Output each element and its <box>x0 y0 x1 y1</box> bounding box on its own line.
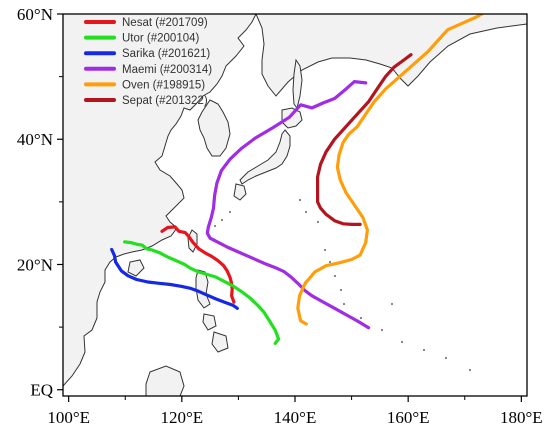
land-mindanao <box>211 331 229 353</box>
x-tick-label-0: 100°E <box>47 408 90 427</box>
track-line-3 <box>205 80 371 330</box>
legend-label-3: Maemi (#200314) <box>122 64 212 76</box>
legend-label-2: Sarika (#201621) <box>122 48 210 60</box>
x-tick-label-2: 140°E <box>274 408 317 427</box>
tracks-layer <box>110 14 486 345</box>
track-line-2 <box>110 247 239 310</box>
track-line-1 <box>123 240 281 345</box>
y-tick-label-0: EQ <box>30 381 53 400</box>
land-visayas <box>202 313 217 331</box>
legend-label-4: Oven (#198915) <box>122 79 205 91</box>
legend-label-1: Utor (#200104) <box>122 33 200 45</box>
legend-label-0: Nesat (#201709) <box>122 17 208 29</box>
land-korea <box>197 99 231 157</box>
pacific-islands <box>214 199 471 371</box>
track-line-4 <box>296 14 486 326</box>
y-tick-label-1: 20°N <box>17 255 53 274</box>
land-hainan <box>127 259 145 277</box>
legend: Nesat (#201709) Utor (#200104) Sarika (#20… <box>84 17 212 107</box>
x-tick-label-1: 120°E <box>160 408 203 427</box>
y-tick-label-3: 60°N <box>17 5 53 24</box>
x-axis: 100°E 120°E 140°E 160°E 180°E <box>47 396 543 427</box>
land-honshu <box>239 129 291 185</box>
legend-label-5: Sepat (#201322) <box>122 95 208 107</box>
land-kamchatka <box>255 14 527 97</box>
x-tick-label-3: 160°E <box>387 408 430 427</box>
land-asia-mainland <box>63 14 257 387</box>
y-axis: EQ 20°N 40°N 60°N <box>17 5 63 400</box>
land-luzon <box>195 269 211 309</box>
track-line-5 <box>316 53 413 226</box>
x-tick-label-4: 180°E <box>500 408 543 427</box>
land-borneo <box>145 365 185 396</box>
land-kyushu <box>233 183 247 201</box>
y-tick-label-2: 40°N <box>17 130 53 149</box>
land-layer <box>63 14 527 396</box>
